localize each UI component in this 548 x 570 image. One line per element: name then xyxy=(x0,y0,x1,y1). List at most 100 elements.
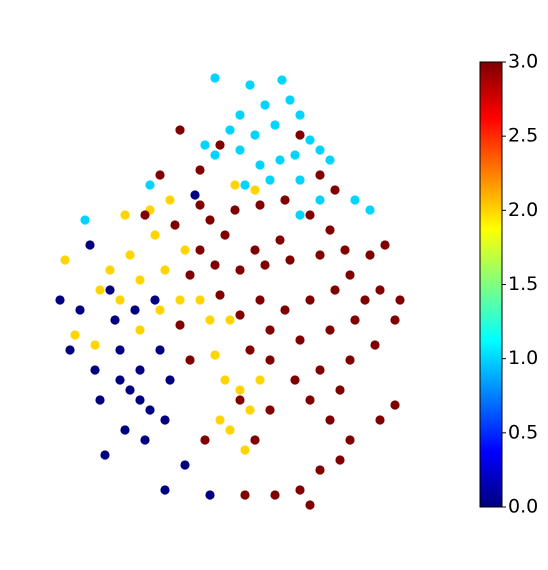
point xyxy=(100,450,110,460)
point xyxy=(210,350,220,360)
point xyxy=(60,255,70,265)
point xyxy=(375,285,385,295)
point xyxy=(220,375,230,385)
point xyxy=(225,125,235,135)
point xyxy=(395,295,405,305)
point xyxy=(250,245,260,255)
point xyxy=(315,170,325,180)
point xyxy=(120,425,130,435)
point xyxy=(277,75,287,85)
point xyxy=(170,220,180,230)
point xyxy=(145,405,155,415)
point xyxy=(365,250,375,260)
point xyxy=(335,385,345,395)
point xyxy=(265,175,275,185)
point xyxy=(255,160,265,170)
point xyxy=(205,315,215,325)
point xyxy=(185,270,195,280)
point xyxy=(305,395,315,405)
point xyxy=(230,205,240,215)
colorbar-tick-label: 1.5 xyxy=(508,273,538,295)
point xyxy=(305,295,315,305)
point xyxy=(195,245,205,255)
point xyxy=(245,80,255,90)
point xyxy=(390,315,400,325)
point xyxy=(295,485,305,495)
point xyxy=(345,355,355,365)
colorbar-tick-label: 2.5 xyxy=(508,125,538,147)
point xyxy=(120,210,130,220)
point xyxy=(390,400,400,410)
point xyxy=(360,295,370,305)
point xyxy=(245,405,255,415)
point xyxy=(375,415,385,425)
point xyxy=(135,275,145,285)
point xyxy=(195,165,205,175)
point xyxy=(370,340,380,350)
colorbar-tick-label: 0.5 xyxy=(508,421,538,443)
point xyxy=(235,265,245,275)
point xyxy=(250,130,260,140)
point xyxy=(235,310,245,320)
point xyxy=(225,315,235,325)
point xyxy=(235,385,245,395)
point xyxy=(295,210,305,220)
point xyxy=(280,195,290,205)
point xyxy=(175,320,185,330)
point xyxy=(275,235,285,245)
point xyxy=(295,130,305,140)
point xyxy=(65,345,75,355)
point xyxy=(165,375,175,385)
point xyxy=(330,185,340,195)
point xyxy=(55,295,65,305)
point xyxy=(340,245,350,255)
point xyxy=(270,490,280,500)
point xyxy=(265,405,275,415)
point xyxy=(105,265,115,275)
point xyxy=(155,170,165,180)
colorbar xyxy=(479,61,503,508)
point xyxy=(150,295,160,305)
point xyxy=(305,135,315,145)
point xyxy=(245,345,255,355)
point xyxy=(290,150,300,160)
point xyxy=(365,205,375,215)
point xyxy=(335,455,345,465)
point xyxy=(285,95,295,105)
point xyxy=(90,340,100,350)
point xyxy=(210,260,220,270)
point xyxy=(105,285,115,295)
point xyxy=(150,230,160,240)
colorbar-tick-label: 3.0 xyxy=(508,51,538,73)
point xyxy=(240,445,250,455)
point xyxy=(205,215,215,225)
point xyxy=(260,260,270,270)
point xyxy=(290,375,300,385)
point xyxy=(180,460,190,470)
point xyxy=(205,490,215,500)
colorbar-ticks: 0.0 0.5 1.0 1.5 2.0 2.5 3.0 xyxy=(502,51,538,518)
point xyxy=(235,110,245,120)
point xyxy=(325,225,335,235)
point xyxy=(255,295,265,305)
point xyxy=(315,365,325,375)
points xyxy=(55,73,405,510)
point xyxy=(255,375,265,385)
point xyxy=(135,365,145,375)
point xyxy=(140,435,150,445)
point xyxy=(185,355,195,365)
point xyxy=(295,110,305,120)
point xyxy=(350,315,360,325)
point xyxy=(160,415,170,425)
point xyxy=(200,140,210,150)
point xyxy=(250,185,260,195)
point xyxy=(155,345,165,355)
point xyxy=(325,155,335,165)
point xyxy=(345,270,355,280)
point xyxy=(220,230,230,240)
point xyxy=(115,295,125,305)
point xyxy=(235,395,245,405)
point xyxy=(180,245,190,255)
point xyxy=(130,305,140,315)
